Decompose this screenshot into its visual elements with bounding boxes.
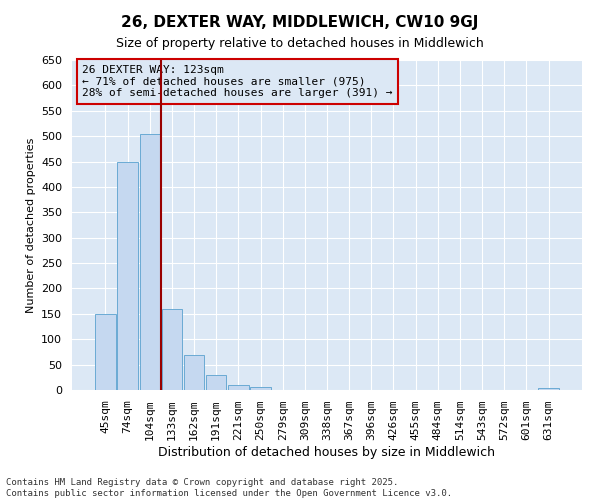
Text: 26, DEXTER WAY, MIDDLEWICH, CW10 9GJ: 26, DEXTER WAY, MIDDLEWICH, CW10 9GJ [121, 15, 479, 30]
Bar [184, 356, 204, 390]
Bar [228, 385, 248, 390]
Bar [538, 388, 559, 390]
Bar [206, 375, 226, 390]
Bar [161, 309, 182, 390]
Bar [250, 388, 271, 390]
Text: Contains HM Land Registry data © Crown copyright and database right 2025.
Contai: Contains HM Land Registry data © Crown c… [6, 478, 452, 498]
Bar [95, 314, 116, 390]
Text: Size of property relative to detached houses in Middlewich: Size of property relative to detached ho… [116, 38, 484, 51]
Bar [140, 134, 160, 390]
Bar [118, 162, 138, 390]
Y-axis label: Number of detached properties: Number of detached properties [26, 138, 35, 312]
X-axis label: Distribution of detached houses by size in Middlewich: Distribution of detached houses by size … [158, 446, 496, 459]
Text: 26 DEXTER WAY: 123sqm
← 71% of detached houses are smaller (975)
28% of semi-det: 26 DEXTER WAY: 123sqm ← 71% of detached … [82, 65, 392, 98]
